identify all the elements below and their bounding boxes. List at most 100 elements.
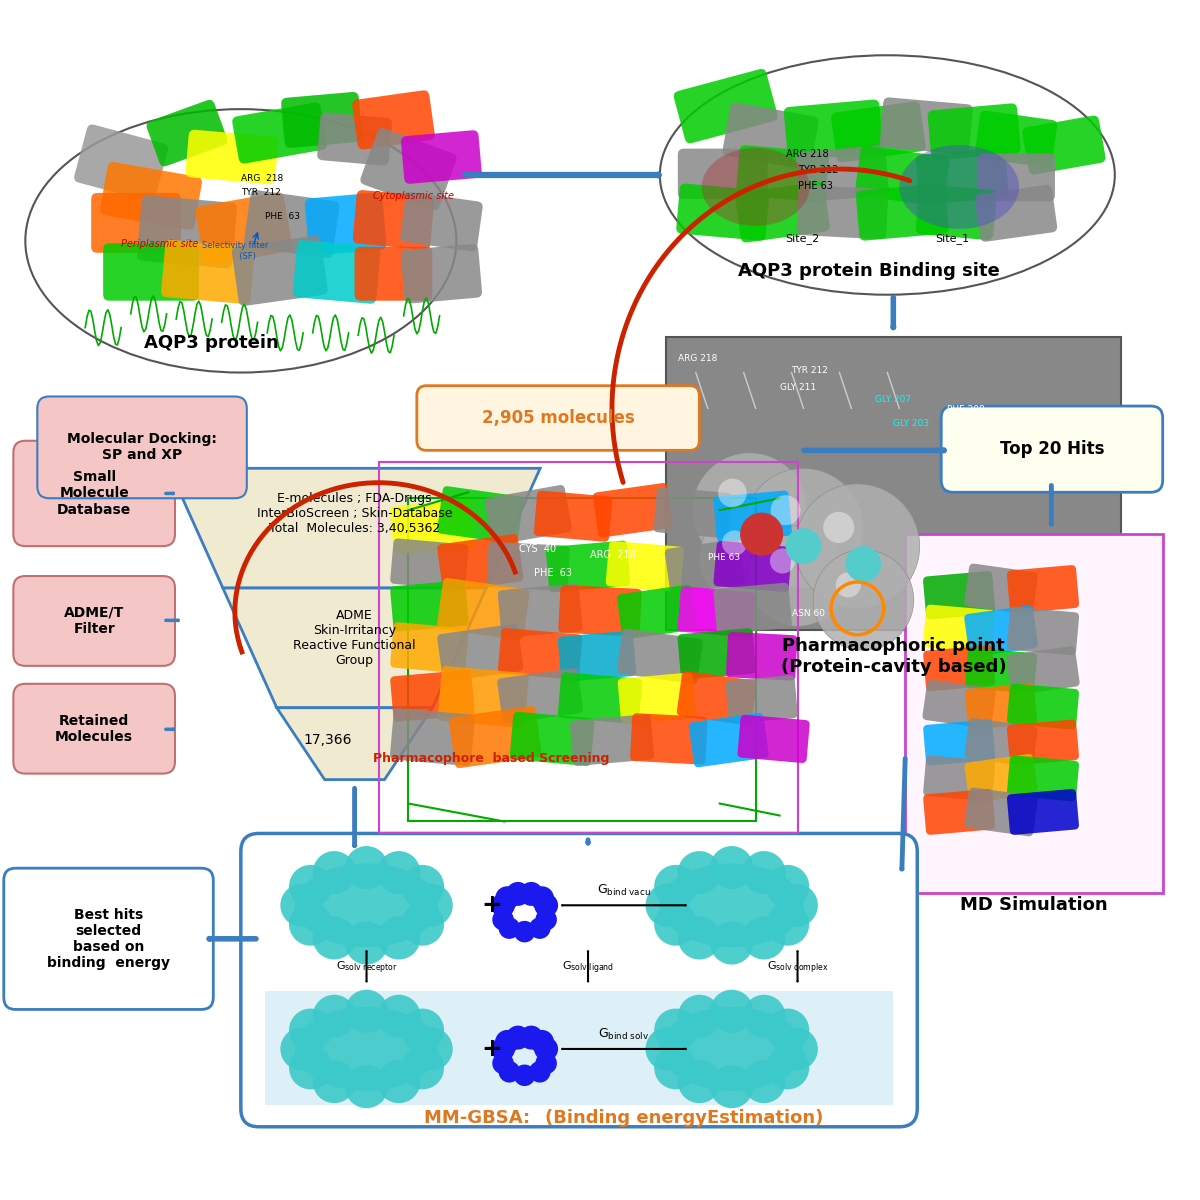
FancyBboxPatch shape xyxy=(74,125,168,202)
Circle shape xyxy=(654,865,697,908)
Circle shape xyxy=(823,512,854,544)
Circle shape xyxy=(289,1046,332,1090)
FancyBboxPatch shape xyxy=(941,406,1163,492)
Circle shape xyxy=(344,846,388,889)
Circle shape xyxy=(534,893,558,917)
Circle shape xyxy=(654,1046,697,1090)
Ellipse shape xyxy=(660,863,804,947)
FancyBboxPatch shape xyxy=(784,100,883,161)
Circle shape xyxy=(646,883,689,926)
Text: MM-GBSA:: MM-GBSA: xyxy=(424,1109,536,1127)
Text: +: + xyxy=(482,1037,503,1061)
Circle shape xyxy=(491,893,515,917)
Circle shape xyxy=(710,1066,754,1109)
Text: +: + xyxy=(482,893,503,917)
FancyBboxPatch shape xyxy=(923,605,995,653)
Circle shape xyxy=(492,1052,514,1074)
Circle shape xyxy=(377,995,420,1038)
Circle shape xyxy=(506,882,530,906)
Text: PHE  63: PHE 63 xyxy=(265,212,300,221)
FancyBboxPatch shape xyxy=(486,542,570,592)
FancyBboxPatch shape xyxy=(736,181,830,242)
Circle shape xyxy=(289,865,332,908)
Circle shape xyxy=(766,865,809,908)
FancyBboxPatch shape xyxy=(923,646,995,691)
FancyBboxPatch shape xyxy=(678,587,756,637)
Circle shape xyxy=(835,572,860,598)
Text: $\mathregular{G_{bind\ vacu}}$: $\mathregular{G_{bind\ vacu}}$ xyxy=(598,883,650,899)
FancyBboxPatch shape xyxy=(923,720,995,766)
Circle shape xyxy=(678,995,721,1038)
FancyBboxPatch shape xyxy=(4,868,214,1009)
Text: Selectivity filter
          (SF): Selectivity filter (SF) xyxy=(202,241,268,260)
FancyBboxPatch shape xyxy=(965,606,1038,656)
Circle shape xyxy=(313,1060,355,1103)
Text: ASN 60: ASN 60 xyxy=(792,608,824,618)
Text: MD Simulation: MD Simulation xyxy=(960,896,1108,914)
Text: PHE 208: PHE 208 xyxy=(947,406,985,414)
Circle shape xyxy=(796,484,919,608)
FancyBboxPatch shape xyxy=(390,539,468,589)
Text: Retained
Molecules: Retained Molecules xyxy=(55,714,133,744)
FancyBboxPatch shape xyxy=(617,584,697,640)
Ellipse shape xyxy=(660,1007,804,1091)
Circle shape xyxy=(718,479,746,508)
Text: Periplasmic site: Periplasmic site xyxy=(121,239,198,248)
Circle shape xyxy=(748,526,848,626)
Circle shape xyxy=(344,922,388,965)
FancyBboxPatch shape xyxy=(965,684,1037,730)
Circle shape xyxy=(344,1066,388,1109)
FancyBboxPatch shape xyxy=(965,648,1037,694)
FancyBboxPatch shape xyxy=(726,676,798,724)
Text: AQP3 protein: AQP3 protein xyxy=(144,334,278,352)
Ellipse shape xyxy=(899,145,1019,229)
FancyBboxPatch shape xyxy=(232,235,328,306)
FancyBboxPatch shape xyxy=(738,715,810,763)
Circle shape xyxy=(529,1061,551,1082)
Circle shape xyxy=(401,1046,444,1090)
FancyBboxPatch shape xyxy=(965,564,1038,614)
FancyBboxPatch shape xyxy=(485,485,571,545)
FancyBboxPatch shape xyxy=(390,623,468,673)
Circle shape xyxy=(740,512,784,556)
Polygon shape xyxy=(169,468,540,588)
Text: PHE 63: PHE 63 xyxy=(708,553,740,563)
Text: GLY 211: GLY 211 xyxy=(780,384,816,392)
Circle shape xyxy=(289,1008,332,1051)
Text: Site_1: Site_1 xyxy=(935,233,970,244)
FancyBboxPatch shape xyxy=(797,185,888,239)
FancyBboxPatch shape xyxy=(630,713,708,764)
Text: CYS  40: CYS 40 xyxy=(518,544,556,554)
Text: ARG  218: ARG 218 xyxy=(241,174,283,182)
FancyBboxPatch shape xyxy=(796,145,889,203)
FancyBboxPatch shape xyxy=(905,534,1163,893)
Circle shape xyxy=(401,865,444,908)
FancyBboxPatch shape xyxy=(353,190,434,250)
Circle shape xyxy=(814,550,913,650)
FancyBboxPatch shape xyxy=(677,184,769,240)
FancyBboxPatch shape xyxy=(923,679,996,728)
FancyBboxPatch shape xyxy=(714,491,792,541)
Text: $\mathregular{G_{solv\ complex}}$: $\mathregular{G_{solv\ complex}}$ xyxy=(767,959,828,976)
Circle shape xyxy=(678,1060,721,1103)
FancyBboxPatch shape xyxy=(265,991,893,1105)
Text: Pharmacophore  based Screening: Pharmacophore based Screening xyxy=(372,751,608,764)
FancyBboxPatch shape xyxy=(923,756,995,802)
FancyBboxPatch shape xyxy=(618,673,696,724)
Circle shape xyxy=(377,1060,420,1103)
FancyBboxPatch shape xyxy=(722,103,818,169)
FancyBboxPatch shape xyxy=(186,130,278,185)
Circle shape xyxy=(344,990,388,1033)
Text: Cytoplasmic site: Cytoplasmic site xyxy=(372,191,454,200)
FancyBboxPatch shape xyxy=(498,628,582,679)
FancyBboxPatch shape xyxy=(360,128,456,210)
Circle shape xyxy=(401,1008,444,1051)
FancyBboxPatch shape xyxy=(928,103,1020,161)
Circle shape xyxy=(710,922,754,965)
Text: Site_2: Site_2 xyxy=(786,233,820,244)
Ellipse shape xyxy=(702,148,810,226)
FancyBboxPatch shape xyxy=(281,92,362,148)
FancyBboxPatch shape xyxy=(1007,565,1079,613)
Circle shape xyxy=(770,496,800,526)
Circle shape xyxy=(743,851,786,894)
